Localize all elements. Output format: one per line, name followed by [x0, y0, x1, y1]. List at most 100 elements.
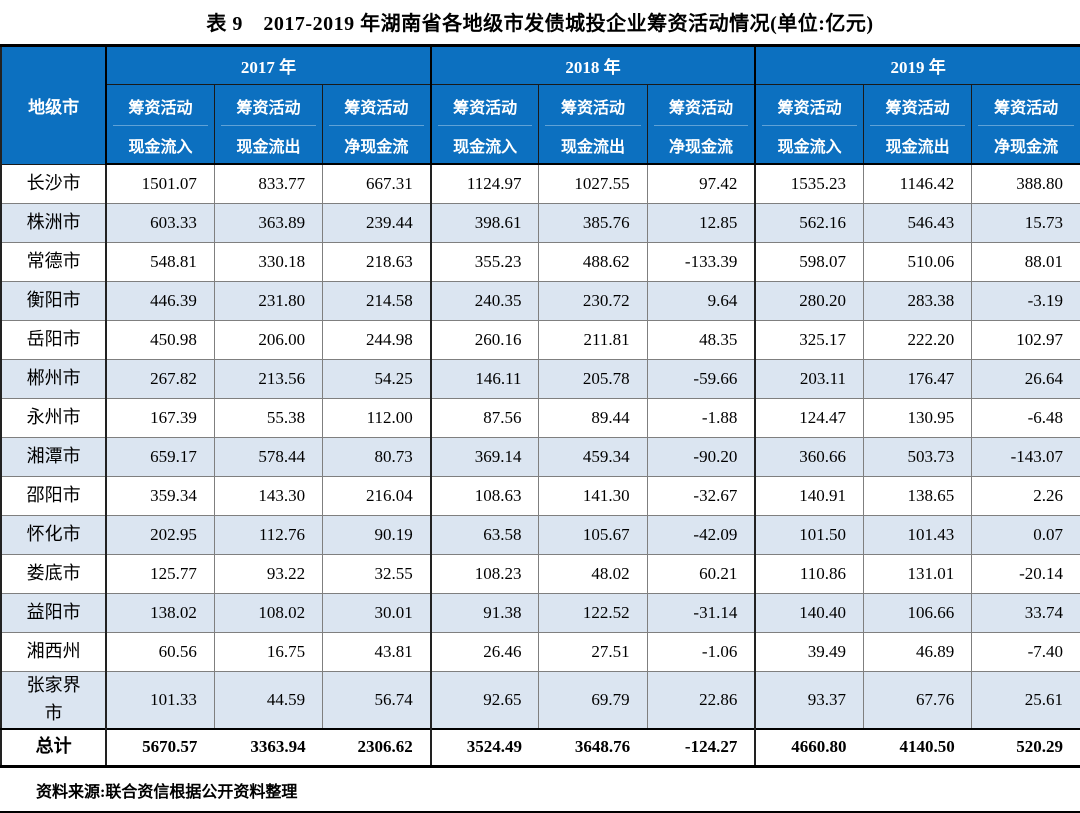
value-cell: 108.63 — [429, 476, 540, 516]
value-cell: 60.56 — [105, 632, 215, 672]
value-cell: -1.88 — [646, 398, 756, 438]
header-inflow-2018: 筹资活动 现金流入 — [429, 84, 540, 165]
value-cell: 3363.94 — [214, 727, 323, 767]
value-cell: 138.02 — [105, 593, 215, 633]
bottom-divider — [0, 810, 1080, 813]
subheader-line1: 筹资活动 — [545, 85, 641, 126]
value-cell: 659.17 — [105, 437, 215, 477]
value-cell: 106.66 — [863, 593, 973, 633]
value-cell: 105.67 — [538, 515, 648, 555]
value-cell: -20.14 — [971, 554, 1080, 594]
value-cell: 30.01 — [322, 593, 432, 633]
value-cell: 598.07 — [754, 242, 865, 282]
value-cell: 385.76 — [538, 203, 648, 243]
value-cell: 89.44 — [538, 398, 648, 438]
value-cell: 239.44 — [322, 203, 432, 243]
table-row: 怀化市 202.95 112.76 90.19 63.58 105.67 -42.09 101… — [0, 515, 1080, 555]
table-row: 岳阳市 450.98 206.00 244.98 260.16 211.81 48.35 32… — [0, 320, 1080, 360]
value-cell: 55.38 — [213, 398, 324, 438]
value-cell: 369.14 — [429, 437, 540, 477]
value-cell: 131.01 — [863, 554, 973, 594]
value-cell: 546.43 — [863, 203, 973, 243]
header-outflow-2019: 筹资活动 现金流出 — [863, 84, 973, 165]
value-cell: 97.42 — [646, 163, 756, 204]
value-cell: -59.66 — [646, 359, 756, 399]
value-cell: 112.00 — [322, 398, 432, 438]
value-cell: 176.47 — [863, 359, 973, 399]
value-cell: 205.78 — [538, 359, 648, 399]
value-cell: 12.85 — [646, 203, 756, 243]
value-cell: 101.43 — [863, 515, 973, 555]
city-cell: 永州市 — [0, 398, 108, 438]
value-cell: 32.55 — [322, 554, 432, 594]
value-cell: 125.77 — [105, 554, 215, 594]
subheader-line2: 净现金流 — [994, 139, 1059, 156]
value-cell: 67.76 — [863, 670, 973, 730]
value-cell: 138.65 — [863, 476, 973, 516]
value-cell: 230.72 — [538, 281, 648, 321]
value-cell: 216.04 — [322, 476, 432, 516]
city-cell: 常德市 — [0, 242, 108, 282]
table-row: 永州市 167.39 55.38 112.00 87.56 89.44 -1.88 124.4… — [0, 398, 1080, 438]
table-row: 张家界市 101.33 44.59 56.74 92.65 69.79 22.86 93.37… — [0, 670, 1080, 730]
value-cell: 9.64 — [646, 281, 756, 321]
value-cell: 330.18 — [213, 242, 324, 282]
table-row: 郴州市 267.82 213.56 54.25 146.11 205.78 -59.66 20… — [0, 359, 1080, 399]
financing-activity-table: 地级市 2017 年 2018 年 2019 年 筹资活动 现金流入 筹资活动 现金… — [0, 44, 1080, 768]
city-cell: 娄底市 — [0, 554, 108, 594]
city-name: 郴州市 — [26, 368, 81, 389]
value-cell: 0.07 — [971, 515, 1080, 555]
value-cell: 46.89 — [863, 632, 973, 672]
value-cell: 146.11 — [429, 359, 540, 399]
city-name: 张家界市 — [26, 675, 81, 723]
value-cell: 459.34 — [538, 437, 648, 477]
header-net-2018: 筹资活动 净现金流 — [646, 84, 756, 165]
source-note: 资料来源:联合资信根据公开资料整理 — [36, 783, 298, 801]
value-cell: 355.23 — [429, 242, 540, 282]
value-cell: 124.47 — [754, 398, 865, 438]
city-cell: 怀化市 — [0, 515, 108, 555]
subheader-line2: 净现金流 — [344, 139, 409, 156]
value-cell: 359.34 — [105, 476, 215, 516]
value-cell: 60.21 — [646, 554, 756, 594]
city-name: 湘潭市 — [26, 446, 81, 467]
city-cell: 岳阳市 — [0, 320, 108, 360]
city-name: 邵阳市 — [26, 485, 81, 506]
value-cell: 283.38 — [863, 281, 973, 321]
value-cell: 27.51 — [538, 632, 648, 672]
value-cell: 101.33 — [105, 670, 215, 730]
value-cell: 202.95 — [105, 515, 215, 555]
header-year-2017: 2017 年 — [105, 45, 432, 85]
value-cell: 33.74 — [971, 593, 1080, 633]
total-row: 总计 5670.57 3363.94 2306.62 3524.49 3648.… — [1, 727, 1080, 767]
city-cell: 郴州市 — [0, 359, 108, 399]
value-cell: 1027.55 — [538, 163, 648, 204]
value-cell: 503.73 — [863, 437, 973, 477]
value-cell: -32.67 — [646, 476, 756, 516]
value-cell: -6.48 — [971, 398, 1080, 438]
value-cell: 1124.97 — [429, 163, 540, 204]
header-year-2019: 2019 年 — [754, 45, 1080, 85]
value-cell: 43.81 — [322, 632, 432, 672]
table-row: 湘西州 60.56 16.75 43.81 26.46 27.51 -1.06 39.49 46… — [0, 632, 1080, 672]
subheader-line1: 筹资活动 — [329, 85, 424, 126]
value-cell: 562.16 — [754, 203, 865, 243]
value-cell: 44.59 — [213, 670, 324, 730]
value-cell: 63.58 — [429, 515, 540, 555]
value-cell: 267.82 — [105, 359, 215, 399]
header-net-2017: 筹资活动 净现金流 — [322, 84, 432, 165]
subheader-line2: 净现金流 — [668, 139, 733, 156]
value-cell: 90.19 — [322, 515, 432, 555]
value-cell: 548.81 — [105, 242, 215, 282]
value-cell: 450.98 — [105, 320, 215, 360]
value-cell: 1501.07 — [105, 163, 215, 204]
subheader-line1: 筹资活动 — [220, 85, 317, 126]
value-cell: 360.66 — [754, 437, 865, 477]
value-cell: 3524.49 — [429, 727, 539, 767]
value-cell: -3.19 — [971, 281, 1080, 321]
value-cell: 211.81 — [538, 320, 648, 360]
value-cell: 101.50 — [754, 515, 865, 555]
value-cell: 112.76 — [213, 515, 324, 555]
value-cell: -7.40 — [971, 632, 1080, 672]
city-name: 益阳市 — [26, 602, 81, 623]
